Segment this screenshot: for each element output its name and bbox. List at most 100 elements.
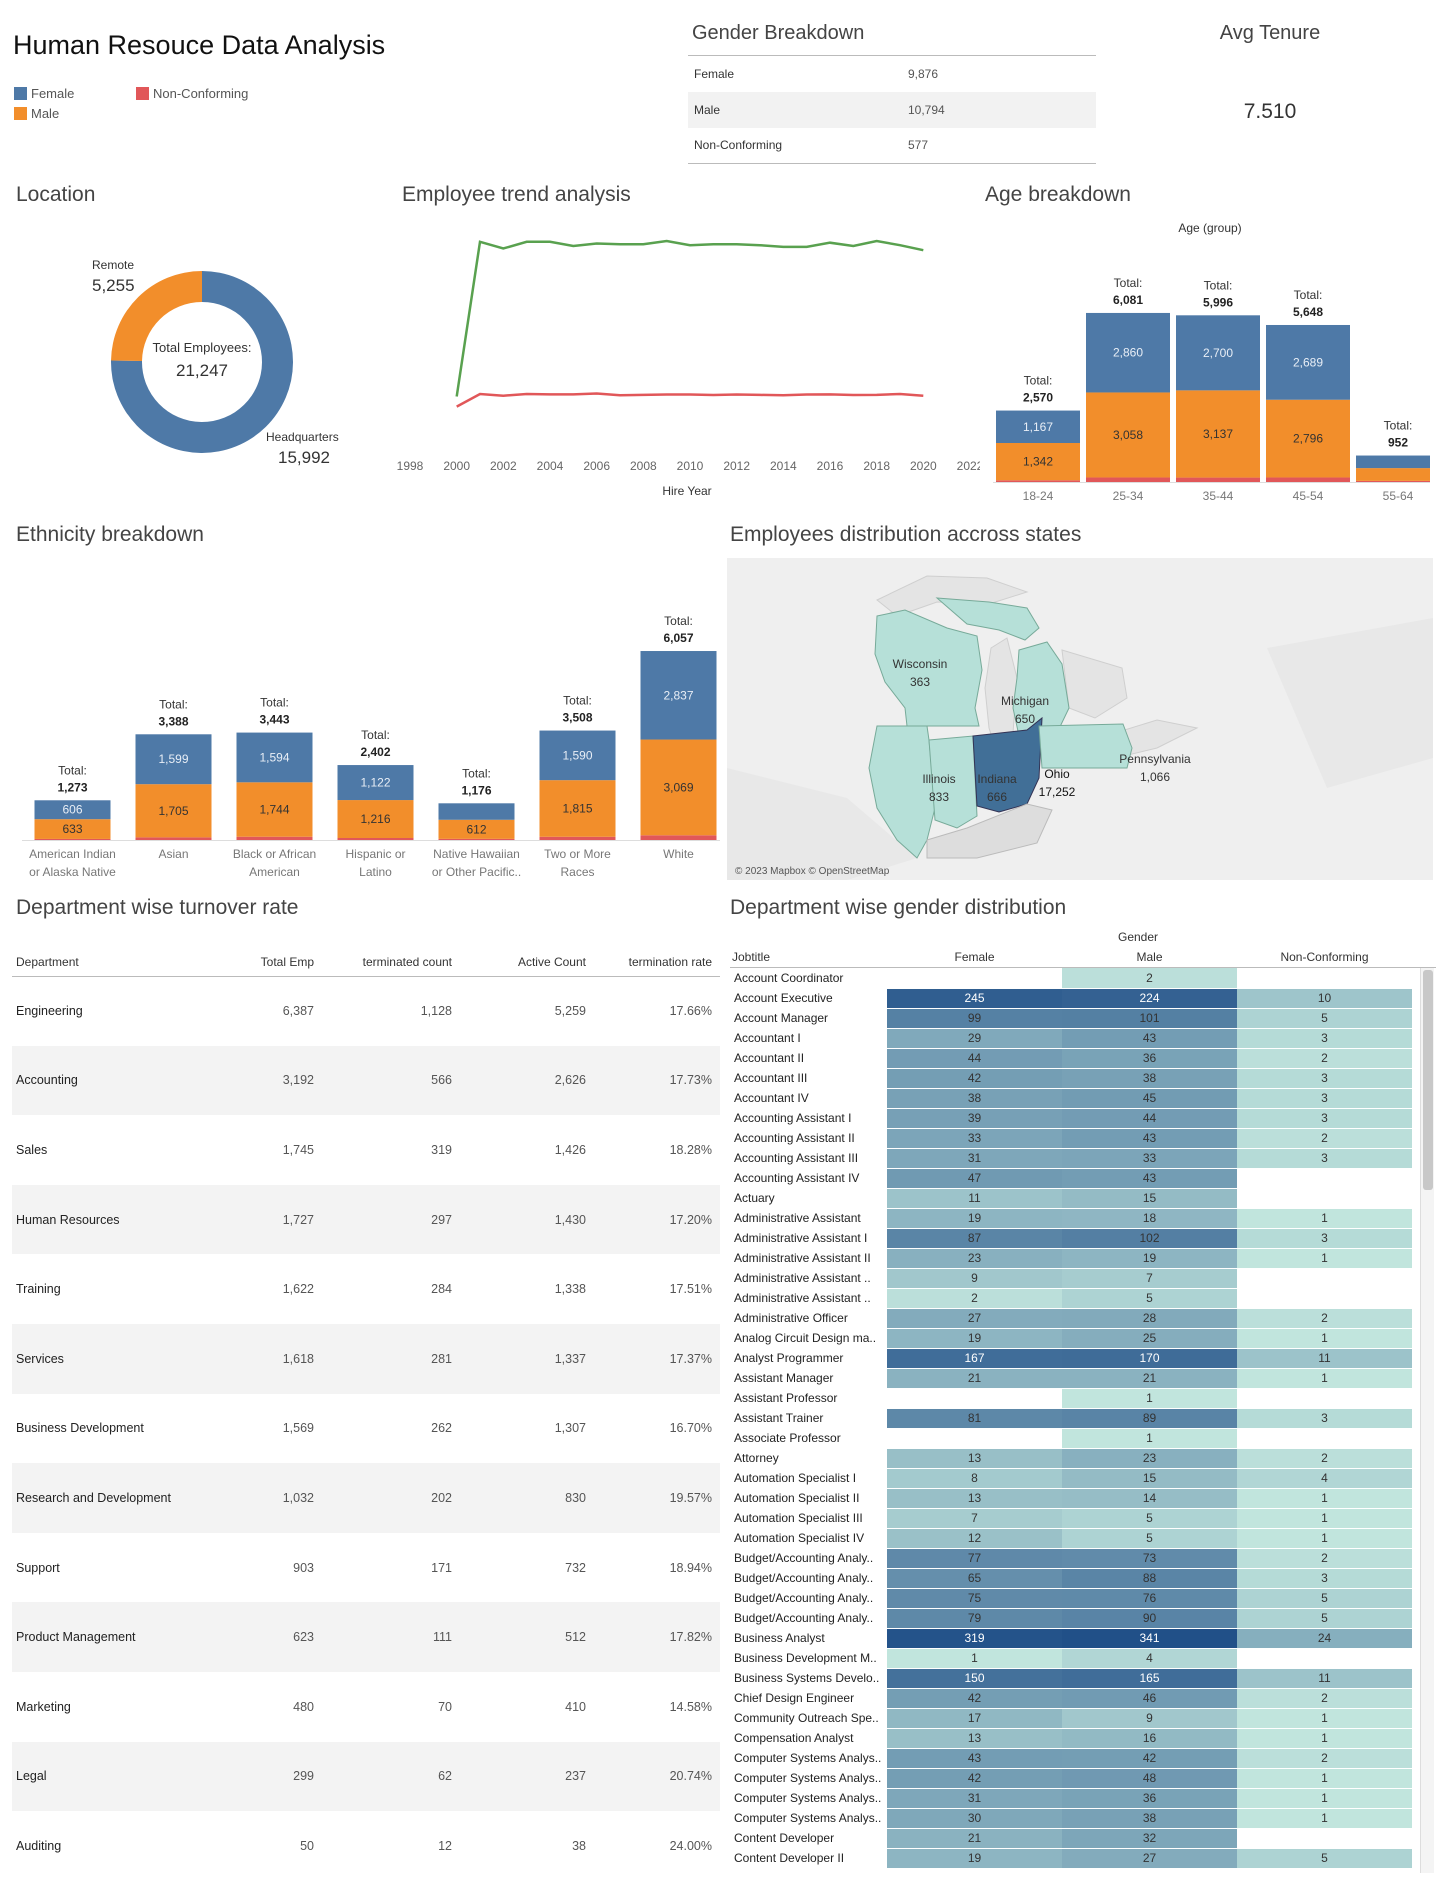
list-item[interactable]: Analog Circuit Design ma.. 19 25 1 bbox=[732, 1328, 1418, 1349]
bar-segment-female[interactable] bbox=[337, 765, 414, 801]
bar-segment-female[interactable] bbox=[1356, 455, 1430, 469]
list-item[interactable]: Administrative Officer 27 28 2 bbox=[732, 1308, 1418, 1329]
col-active-count[interactable]: Active Count bbox=[460, 948, 594, 977]
bar-segment-female[interactable] bbox=[1086, 312, 1170, 393]
list-item[interactable]: Content Developer II 19 27 5 bbox=[732, 1848, 1418, 1869]
bar-segment-female[interactable] bbox=[135, 734, 212, 785]
state-illinois[interactable] bbox=[868, 725, 936, 859]
bar-segment-female[interactable] bbox=[640, 651, 717, 740]
bar-segment-male[interactable] bbox=[236, 782, 313, 837]
list-item[interactable]: Accountant III 42 38 3 bbox=[732, 1068, 1418, 1089]
list-item[interactable]: Account Coordinator 2 bbox=[732, 968, 1418, 989]
list-item[interactable]: Administrative Assistant II 23 19 1 bbox=[732, 1248, 1418, 1269]
list-item[interactable]: Community Outreach Spe.. 17 9 1 bbox=[732, 1708, 1418, 1729]
bar-segment-male[interactable] bbox=[1086, 392, 1170, 478]
col-terminated-count[interactable]: terminated count bbox=[322, 948, 460, 977]
trend-line-series-1[interactable] bbox=[455, 239, 924, 397]
bar-segment-female[interactable] bbox=[236, 732, 313, 783]
list-item[interactable]: Compensation Analyst 13 16 1 bbox=[732, 1728, 1418, 1749]
list-item[interactable]: Business Development M.. 1 4 bbox=[732, 1648, 1418, 1669]
legend-item-non-conforming[interactable]: Non-Conforming bbox=[136, 86, 248, 101]
bar-segment-non-conforming[interactable] bbox=[236, 836, 313, 840]
col-department[interactable]: Department bbox=[12, 948, 222, 977]
bar-segment-female[interactable] bbox=[438, 803, 515, 820]
table-row[interactable]: Business Development 1,569 262 1,307 16.70% bbox=[12, 1394, 720, 1464]
bar-segment-male[interactable] bbox=[996, 442, 1080, 481]
trend-line-series-2[interactable] bbox=[456, 392, 924, 408]
bar-segment-female[interactable] bbox=[1266, 324, 1350, 400]
legend-item-male[interactable]: Male bbox=[14, 106, 59, 121]
bar-segment-female[interactable] bbox=[34, 800, 111, 820]
bar-segment-non-conforming[interactable] bbox=[539, 836, 616, 840]
bar-segment-male[interactable] bbox=[640, 739, 717, 836]
table-row[interactable]: Support 903 171 732 18.94% bbox=[12, 1533, 720, 1603]
state-michigan-upper[interactable] bbox=[935, 597, 1040, 641]
table-row[interactable]: Auditing 50 12 38 24.00% bbox=[12, 1811, 720, 1879]
table-row[interactable]: Research and Development 1,032 202 830 19.57… bbox=[12, 1463, 720, 1533]
list-item[interactable]: Business Analyst 319 341 24 bbox=[732, 1628, 1418, 1649]
bar-segment-non-conforming[interactable] bbox=[337, 838, 414, 840]
list-item[interactable]: Content Developer 21 32 bbox=[732, 1828, 1418, 1849]
states-map[interactable]: Wisconsin 363 Michigan 650 Illinois 833 … bbox=[727, 558, 1433, 880]
table-row[interactable]: Accounting 3,192 566 2,626 17.73% bbox=[12, 1045, 720, 1116]
state-ohio[interactable] bbox=[972, 716, 1043, 813]
bar-segment-female[interactable] bbox=[1176, 315, 1260, 391]
vertical-scrollbar[interactable] bbox=[1420, 968, 1434, 1873]
dept-gender-scroll-area[interactable]: Account Coordinator 2 Account Executive 245… bbox=[732, 968, 1418, 1873]
list-item[interactable]: Computer Systems Analys.. 30 38 1 bbox=[732, 1808, 1418, 1829]
bar-segment-male[interactable] bbox=[438, 819, 515, 839]
list-item[interactable]: Budget/Accounting Analy.. 79 90 5 bbox=[732, 1608, 1418, 1629]
list-item[interactable]: Accountant I 29 43 3 bbox=[732, 1028, 1418, 1049]
list-item[interactable]: Account Manager 99 101 5 bbox=[732, 1008, 1418, 1029]
list-item[interactable]: Budget/Accounting Analy.. 65 88 3 bbox=[732, 1568, 1418, 1589]
bar-segment-male[interactable] bbox=[34, 819, 111, 839]
donut-slice-remote[interactable] bbox=[111, 271, 202, 361]
list-item[interactable]: Accounting Assistant II 33 43 2 bbox=[732, 1128, 1418, 1149]
bar-segment-non-conforming[interactable] bbox=[135, 837, 212, 840]
bar-segment-female[interactable] bbox=[539, 730, 616, 781]
bar-segment-non-conforming[interactable] bbox=[1266, 477, 1350, 482]
donut-slice-headquarters[interactable] bbox=[111, 271, 294, 453]
list-item[interactable]: Automation Specialist IV 12 5 1 bbox=[732, 1528, 1418, 1549]
list-item[interactable]: Accountant II 44 36 2 bbox=[732, 1048, 1418, 1069]
list-item[interactable]: Administrative Assistant .. 2 5 bbox=[732, 1288, 1418, 1309]
list-item[interactable]: Computer Systems Analys.. 42 48 1 bbox=[732, 1768, 1418, 1789]
list-item[interactable]: Administrative Assistant 19 18 1 bbox=[732, 1208, 1418, 1229]
list-item[interactable]: Assistant Trainer 81 89 3 bbox=[732, 1408, 1418, 1429]
list-item[interactable]: Attorney 13 23 2 bbox=[732, 1448, 1418, 1469]
bar-segment-male[interactable] bbox=[539, 780, 616, 837]
bar-segment-male[interactable] bbox=[337, 800, 414, 839]
col-total-emp[interactable]: Total Emp bbox=[222, 948, 322, 977]
list-item[interactable]: Computer Systems Analys.. 43 42 2 bbox=[732, 1748, 1418, 1769]
list-item[interactable]: Budget/Accounting Analy.. 77 73 2 bbox=[732, 1548, 1418, 1569]
list-item[interactable]: Actuary 11 15 bbox=[732, 1188, 1418, 1209]
list-item[interactable]: Business Systems Develo.. 150 165 11 bbox=[732, 1668, 1418, 1689]
list-item[interactable]: Associate Professor 1 bbox=[732, 1428, 1418, 1449]
bar-segment-male[interactable] bbox=[135, 784, 212, 838]
list-item[interactable]: Accounting Assistant III 31 33 3 bbox=[732, 1148, 1418, 1169]
list-item[interactable]: Chief Design Engineer 42 46 2 bbox=[732, 1688, 1418, 1709]
col-non-conforming[interactable]: Non-Conforming bbox=[1280, 950, 1369, 964]
table-row[interactable]: Sales 1,745 319 1,426 18.28% bbox=[12, 1115, 720, 1185]
bar-segment-non-conforming[interactable] bbox=[1086, 477, 1170, 482]
list-item[interactable]: Accounting Assistant I 39 44 3 bbox=[732, 1108, 1418, 1129]
legend-item-female[interactable]: Female bbox=[14, 86, 74, 101]
bar-segment-non-conforming[interactable] bbox=[1176, 477, 1260, 482]
bar-segment-male[interactable] bbox=[1176, 390, 1260, 478]
col-jobtitle[interactable]: Jobtitle bbox=[732, 950, 771, 964]
table-row[interactable]: Engineering 6,387 1,128 5,259 17.66% bbox=[12, 976, 720, 1046]
table-row[interactable]: Legal 299 62 237 20.74% bbox=[12, 1741, 720, 1812]
bar-segment-non-conforming[interactable] bbox=[996, 480, 1080, 482]
bar-segment-male[interactable] bbox=[1356, 468, 1430, 481]
list-item[interactable]: Automation Specialist I 8 15 4 bbox=[732, 1468, 1418, 1489]
bar-segment-male[interactable] bbox=[1266, 399, 1350, 478]
bar-segment-non-conforming[interactable] bbox=[34, 838, 111, 840]
col-female[interactable]: Female bbox=[954, 950, 995, 964]
list-item[interactable]: Analyst Programmer 167 170 11 bbox=[732, 1348, 1418, 1369]
bar-segment-non-conforming[interactable] bbox=[1356, 480, 1430, 482]
table-row[interactable]: Marketing 480 70 410 14.58% bbox=[12, 1672, 720, 1742]
col-male[interactable]: Male bbox=[1136, 950, 1163, 964]
list-item[interactable]: Administrative Assistant .. 9 7 bbox=[732, 1268, 1418, 1289]
scrollbar-thumb[interactable] bbox=[1423, 970, 1433, 1190]
table-row[interactable]: Services 1,618 281 1,337 17.37% bbox=[12, 1323, 720, 1394]
